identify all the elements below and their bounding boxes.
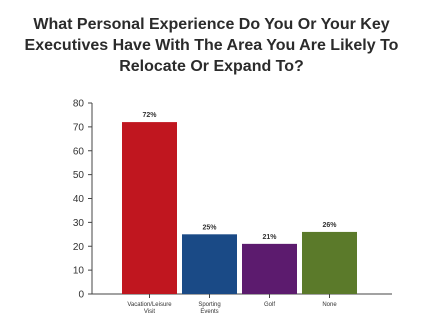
data-label: 21%: [262, 234, 277, 241]
x-tick-label: Sporting Events: [198, 302, 220, 315]
data-label: 26%: [322, 222, 337, 229]
y-tick-label: 80: [73, 99, 85, 110]
bar: [242, 243, 297, 294]
data-label: 72%: [142, 112, 157, 119]
bar: [122, 122, 177, 294]
y-tick-label: 40: [73, 194, 85, 205]
y-tick-label: 0: [78, 290, 84, 301]
x-tick-label: None: [322, 302, 337, 308]
y-tick-label: 60: [73, 146, 85, 157]
x-tick-label: Vacation/Leisure Visit: [127, 302, 172, 315]
y-tick-label: 30: [73, 218, 85, 229]
bar: [302, 231, 357, 294]
chart-title: What Personal Experience Do You Or Your …: [24, 16, 399, 75]
y-tick-label: 50: [73, 170, 85, 181]
y-tick-label: 20: [73, 242, 85, 253]
x-tick-label: Golf: [264, 302, 275, 308]
bar: [182, 234, 237, 294]
y-tick-label: 70: [73, 122, 85, 133]
y-tick-label: 10: [73, 266, 85, 277]
data-label: 25%: [202, 224, 217, 231]
